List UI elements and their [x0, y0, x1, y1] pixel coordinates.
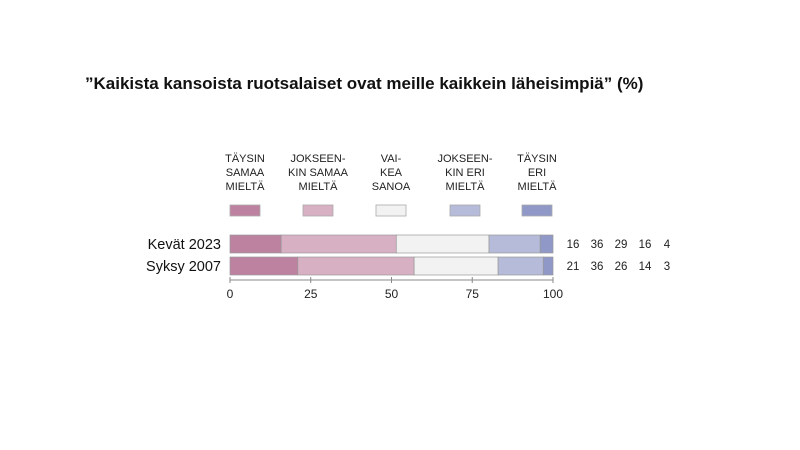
legend-label: SANOA: [372, 181, 411, 193]
value-label: 36: [591, 239, 604, 251]
bar-segment: [395, 234, 490, 254]
chart-title: ”Kaikista kansoista ruotsalaiset ovat me…: [85, 74, 644, 93]
x-tick-label: 100: [543, 287, 563, 301]
value-label: 16: [639, 239, 652, 251]
value-label: 26: [615, 261, 628, 273]
legend-label: KIN ERI: [445, 167, 485, 179]
bar-segment: [280, 234, 397, 254]
legend-label: JOKSEEN-: [437, 153, 492, 165]
bar-segment: [488, 234, 541, 254]
legend-label: VAI-: [381, 153, 402, 165]
legend-label: KIN SAMAA: [288, 167, 349, 179]
value-label: 21: [567, 261, 580, 273]
legend-swatch: [229, 204, 261, 217]
value-label: 3: [664, 261, 670, 273]
x-tick-label: 25: [304, 287, 318, 301]
legend-label: MIELTÄ: [518, 181, 558, 193]
legend-label: ERI: [528, 167, 546, 179]
legend-label: MIELTÄ: [446, 181, 486, 193]
legend-swatch: [521, 204, 553, 217]
legend-swatch: [302, 204, 334, 217]
legend-label: MIELTÄ: [299, 181, 339, 193]
bar-segment: [229, 256, 299, 276]
legend-label: KEA: [380, 167, 403, 179]
category-label: Kevät 2023: [148, 237, 221, 253]
value-label: 36: [591, 261, 604, 273]
x-tick-label: 50: [385, 287, 399, 301]
value-label: 29: [615, 239, 628, 251]
value-label: 16: [567, 239, 580, 251]
category-label: Syksy 2007: [146, 259, 221, 275]
bar-segment: [229, 234, 282, 254]
bar-segment: [297, 256, 415, 276]
x-tick-label: 0: [227, 287, 234, 301]
legend-label: MIELTÄ: [226, 181, 266, 193]
legend-swatch: [449, 204, 481, 217]
value-label: 4: [664, 239, 671, 251]
legend-label: SAMAA: [226, 167, 265, 179]
legend-label: TÄYSIN: [225, 153, 265, 165]
bar-segment: [497, 256, 544, 276]
legend-label: TÄYSIN: [517, 153, 557, 165]
bar-segment: [413, 256, 499, 276]
bar-segment: [542, 256, 554, 276]
bar-segment: [539, 234, 554, 254]
legend-label: JOKSEEN-: [290, 153, 345, 165]
value-label: 14: [639, 261, 652, 273]
legend-swatch: [375, 204, 407, 217]
x-tick-label: 75: [466, 287, 480, 301]
